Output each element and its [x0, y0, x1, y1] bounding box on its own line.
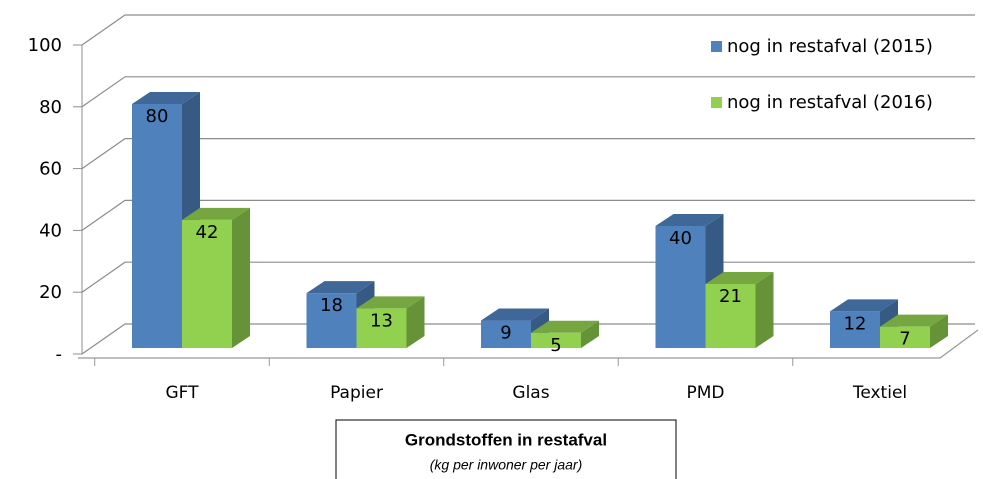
grid-line [81, 138, 975, 170]
bar-top [132, 92, 200, 104]
bar [481, 320, 531, 348]
bar [880, 326, 930, 348]
bar-top [880, 314, 948, 327]
data-label: 13 [370, 310, 393, 331]
bar-top [356, 296, 425, 309]
bar [830, 311, 880, 348]
title-box [335, 419, 677, 479]
data-label: 18 [320, 295, 343, 316]
x-tick-label: Glas [512, 383, 549, 403]
floor-edge [78, 329, 979, 359]
x-tick-label: Papier [330, 383, 383, 403]
bar-side [406, 296, 425, 348]
y-tick-label: 100 [28, 35, 62, 56]
y-tick-label: 60 [39, 159, 62, 180]
y-tick-label: - [56, 344, 63, 365]
bars: GFT Papier Glas PMD Textiel 80 18 9 40 12 42 13 5 21 7 [132, 92, 948, 403]
bar-top [182, 207, 250, 220]
legend: nog in restafval (2015) nog in restafval … [711, 36, 933, 113]
legend-swatch [711, 41, 722, 52]
data-label: 80 [146, 106, 169, 127]
data-label: 40 [669, 228, 692, 249]
grid-line [81, 76, 975, 108]
grid-line [81, 14, 975, 46]
bar-top [830, 299, 898, 312]
y-tick-label: 20 [39, 282, 62, 303]
data-label: 5 [550, 335, 561, 356]
data-label: 9 [500, 323, 511, 344]
x-tick-label: GFT [165, 383, 199, 403]
grid: - 20 40 60 80 100 [28, 14, 975, 366]
x-tick-label: PMD [686, 383, 724, 403]
bar-top [481, 308, 549, 321]
bar [306, 293, 357, 348]
bar-top [531, 320, 599, 333]
bar [705, 283, 756, 348]
grid-line [81, 199, 975, 231]
legend-swatch [711, 97, 722, 108]
bar [132, 104, 182, 348]
chart-subtitle: (kg per inwoner per jaar) [430, 457, 583, 473]
data-label: 7 [899, 329, 910, 350]
y-tick-label: 80 [39, 97, 62, 118]
bar [531, 332, 581, 348]
bar-top [705, 271, 774, 284]
bar-side [581, 320, 599, 348]
bar-side [232, 207, 250, 348]
bar-side [930, 314, 948, 348]
bar [655, 226, 706, 348]
bar [356, 308, 407, 348]
x-tick-label: Textiel [852, 383, 907, 403]
bar-top [306, 281, 375, 294]
bar [182, 219, 232, 348]
legend-label: nog in restafval (2016) [727, 92, 933, 113]
bar-side [755, 271, 774, 348]
chart-title: Grondstoffen in restafval [405, 430, 607, 449]
legend-label: nog in restafval (2015) [727, 36, 933, 57]
data-label: 42 [196, 222, 219, 243]
data-label: 21 [719, 286, 742, 307]
y-tick-label: 40 [39, 220, 62, 241]
data-label: 12 [844, 313, 867, 334]
bar-top [655, 214, 724, 226]
